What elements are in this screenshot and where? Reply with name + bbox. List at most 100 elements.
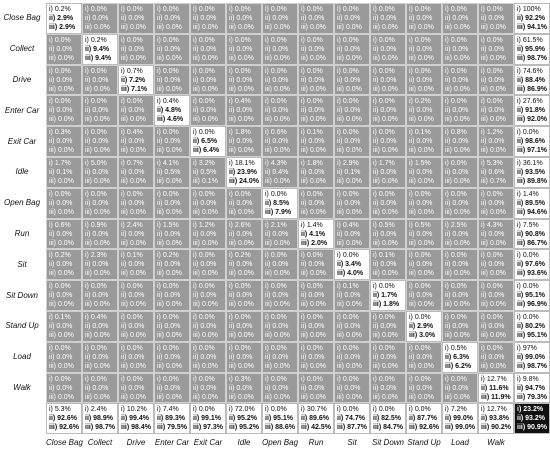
cell: i) 0.0% ii) 0.0% iii) 0.0% xyxy=(46,341,82,373)
cell-line: iii) 0.0% xyxy=(481,54,506,62)
cell-line: i) 72.0% xyxy=(229,406,255,414)
cell: i) 0.0% ii) 0.0% iii) 0.0% xyxy=(370,341,406,373)
cell: i) 1.4% ii) 89.5% iii) 94.6% xyxy=(514,187,550,219)
cell-line: iii) 89.8% xyxy=(517,178,547,185)
cell-line: iii) 92.6% xyxy=(409,424,439,432)
cell-line: ii) 0.0% xyxy=(409,230,433,238)
cell-line: iii) 0.0% xyxy=(265,147,290,155)
cell: i) 0.0% ii) 0.0% iii) 0.0% xyxy=(298,372,334,404)
cell: i) 0.1% ii) 0.0% iii) 0.0% xyxy=(298,126,334,157)
cell-line: iii) 95.2% xyxy=(229,424,259,432)
cell-line: ii) 0.0% xyxy=(265,353,289,361)
cell: i) 0.0% ii) 0.0% iii) 0.0% xyxy=(298,187,334,219)
cell-line: i) 0.0% xyxy=(193,67,215,75)
cell-line: ii) 0.0% xyxy=(49,199,73,207)
cell: i) 0.0% ii) 0.0% iii) 0.0% xyxy=(370,187,406,219)
cell: i) 0.0% ii) 0.0% iii) 0.0% xyxy=(262,33,298,65)
cell: i) 36.1% ii) 93.5% iii) 89.8% xyxy=(514,157,550,188)
cell-line: i) 0.5% xyxy=(373,221,395,229)
cell-line: ii) 0.0% xyxy=(373,199,397,207)
cell-line: iii) 0.0% xyxy=(265,116,290,124)
cell: i) 1.7% ii) 0.0% iii) 0.0% xyxy=(370,157,406,188)
cell-line: iii) 0.0% xyxy=(121,178,146,185)
cell-line: i) 4.1% xyxy=(157,160,179,167)
cell-line: i) 0.0% xyxy=(193,129,215,137)
cell-line: i) 0.0% xyxy=(157,283,179,291)
cell-line: ii) 0.0% xyxy=(445,45,469,53)
cell-line: iii) 0.0% xyxy=(229,208,254,216)
cell-line: ii) 0.0% xyxy=(85,353,109,361)
cell-line: iii) 0.0% xyxy=(445,239,470,247)
cell: i) 0.0% ii) 0.0% iii) 0.0% xyxy=(442,311,478,342)
cell-line: i) 0.0% xyxy=(373,98,395,106)
cell-line: i) 0.0% xyxy=(85,98,107,106)
cell: i) 0.0% ii) 0.0% iii) 0.0% xyxy=(334,126,370,157)
cell-line: ii) 0.0% xyxy=(121,107,145,115)
cell-line: iii) 0.0% xyxy=(373,147,398,155)
column-label: Sit xyxy=(347,438,357,447)
cell-line: ii) 0.0% xyxy=(409,261,433,269)
cell: i) 0.0% ii) 0.0% iii) 0.0% xyxy=(46,64,82,96)
cell-line: iii) 0.0% xyxy=(85,208,110,216)
cell-line: i) 0.0% xyxy=(85,129,107,137)
cell-line: i) 0.0% xyxy=(193,6,215,13)
cell-line: i) 0.0% xyxy=(265,6,287,13)
cell-line: i) 0.0% xyxy=(409,406,431,414)
cell-line: i) 0.0% xyxy=(481,36,503,44)
cell-line: iii) 0.0% xyxy=(409,85,434,93)
cell-line: ii) 0.0% xyxy=(373,15,397,22)
cell-line: iii) 0.0% xyxy=(49,116,74,124)
cell-line: ii) 0.0% xyxy=(373,230,397,238)
cell-line: ii) 0.0% xyxy=(157,384,181,392)
cell-line: i) 0.0% xyxy=(445,98,467,106)
cell: i) 0.0% ii) 0.0% iii) 0.0% xyxy=(190,3,226,34)
cell-line: iii) 0.0% xyxy=(409,362,434,370)
cell-line: iii) 86.7% xyxy=(517,239,547,247)
cell-line: i) 0.0% xyxy=(301,283,323,291)
cell-line: ii) 0.0% xyxy=(229,230,253,238)
cell-line: ii) 0.0% xyxy=(481,353,505,361)
cell: i) 0.0% ii) 0.0% iii) 0.0% xyxy=(118,95,154,127)
cell: i) 0.0% ii) 0.0% iii) 0.0% xyxy=(406,249,442,281)
cell-line: iii) 0.0% xyxy=(337,85,362,93)
cell-line: i) 27.6% xyxy=(517,98,543,106)
cell: i) 0.0% ii) 0.0% iii) 0.0% xyxy=(190,311,226,342)
cell-line: iii) 0.0% xyxy=(481,362,506,370)
cell-line: iii) 0.0% xyxy=(193,393,218,401)
cell-line: i) 0.0% xyxy=(193,252,215,260)
cell-line: ii) 0.0% xyxy=(85,107,109,115)
cell: i) 4.3% ii) 0.0% iii) 0.0% xyxy=(478,218,514,250)
cell-line: iii) 84.7% xyxy=(373,424,403,432)
cell: i) 0.0% ii) 0.0% iii) 0.0% xyxy=(334,95,370,127)
cell-line: iii) 90.2% xyxy=(481,424,511,432)
cell-line: i) 0.0% xyxy=(409,190,431,198)
cell-line: iii) 0.0% xyxy=(409,208,434,216)
cell-line: iii) 0.0% xyxy=(157,54,182,62)
cell-line: iii) 93.6% xyxy=(517,270,547,278)
cell-line: i) 0.0% xyxy=(229,283,251,291)
cell: i) 0.0% ii) 0.0% iii) 0.0% xyxy=(154,311,190,342)
cell-line: ii) 99.0% xyxy=(445,415,474,423)
cell-line: iii) 0.0% xyxy=(373,116,398,124)
cell: i) 0.0% ii) 95.1% iii) 96.9% xyxy=(514,280,550,311)
cell-line: i) 2.1% xyxy=(265,221,287,229)
cell-line: ii) 0.0% xyxy=(409,76,433,84)
cell-line: ii) 0.0% xyxy=(49,76,73,84)
cell-line: i) 0.0% xyxy=(373,67,395,75)
cell: i) 0.0% ii) 0.0% iii) 0.0% xyxy=(406,341,442,373)
cell: i) 0.0% ii) 0.0% iii) 0.0% xyxy=(118,33,154,65)
cell-line: i) 0.0% xyxy=(409,67,431,75)
cell-line: ii) 0.0% xyxy=(193,230,217,238)
cell: i) 0.0% ii) 0.0% iii) 0.0% xyxy=(190,249,226,281)
row-label: Drive xyxy=(12,75,32,84)
cell: i) 0.0% ii) 0.0% iii) 0.0% xyxy=(226,311,262,342)
cell-line: i) 0.0% xyxy=(85,6,107,13)
cell-line: i) 0.0% xyxy=(157,6,179,13)
cell-line: i) 0.0% xyxy=(337,36,359,44)
cell-line: ii) 0.0% xyxy=(301,169,325,176)
cell: i) 0.0% ii) 0.0% iii) 0.0% xyxy=(118,3,154,34)
cell-line: iii) 0.0% xyxy=(445,270,470,278)
cell-line: ii) 0.0% xyxy=(85,384,109,392)
cell-line: ii) 0.0% xyxy=(121,230,145,238)
cell-line: i) 0.2% xyxy=(49,6,71,13)
